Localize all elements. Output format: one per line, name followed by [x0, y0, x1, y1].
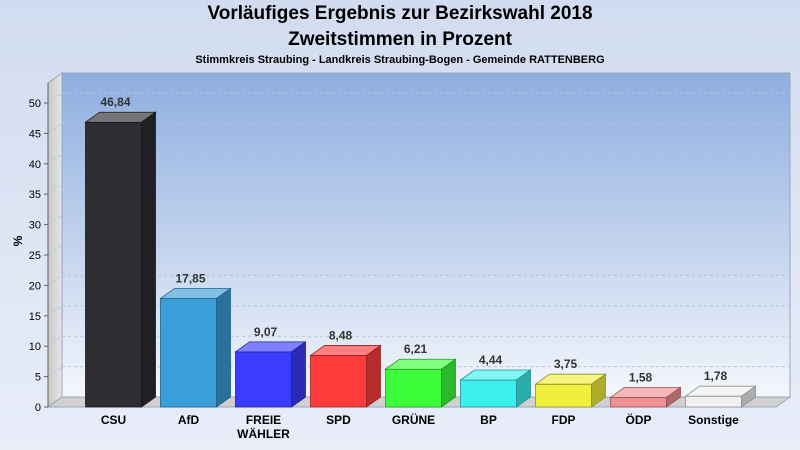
grid-line-side — [47, 122, 63, 134]
x-tick-label: FDP — [552, 413, 576, 427]
plot-side-wall — [47, 72, 63, 408]
grid-line-side — [47, 214, 63, 226]
x-tick-label: AfD — [178, 413, 200, 427]
bar-side — [141, 111, 156, 408]
x-tick-label: WÄHLER — [237, 426, 290, 441]
bar-side — [741, 385, 756, 408]
chart-title-line2: Zweitstimmen in Prozent — [288, 29, 512, 50]
x-tick-label: GRÜNE — [392, 412, 435, 427]
y-tick-label: 25 — [29, 250, 41, 262]
bar — [84, 111, 157, 408]
y-tick-label: 10 — [29, 341, 41, 353]
bar-side — [216, 287, 231, 408]
bar-front — [310, 355, 367, 408]
grid-line-side — [47, 92, 63, 104]
y-axis: 0 5 10 15 20 25 30 35 40 45 50% — [11, 83, 49, 414]
bar — [234, 341, 307, 408]
bar-side — [666, 386, 681, 408]
x-tick-label: Sonstige — [688, 413, 739, 427]
x-tick-label: ÖDP — [625, 412, 651, 427]
grid-line-side — [47, 274, 63, 286]
x-tick-label: SPD — [326, 413, 351, 427]
y-axis-label: % — [11, 235, 25, 246]
x-tick-label: FREIE — [246, 413, 281, 427]
bar-value-label: 8,48 — [329, 328, 353, 342]
bar-side — [291, 341, 306, 408]
bar-value-label: 46,84 — [100, 95, 130, 109]
y-tick-label: 30 — [29, 220, 41, 232]
x-tick-label: CSU — [101, 413, 126, 427]
grid-line-side — [47, 305, 63, 317]
bar — [609, 386, 682, 408]
y-tick-label: 35 — [29, 189, 41, 201]
bar-side — [366, 344, 381, 408]
grid-line-side — [47, 244, 63, 256]
bar-side — [441, 358, 456, 408]
y-tick-label: 5 — [35, 372, 41, 384]
chart-subtitle: Stimmkreis Straubing - Landkreis Straubi… — [195, 54, 605, 66]
y-tick-label: 50 — [29, 98, 41, 110]
bar-value-label: 1,58 — [629, 370, 653, 384]
bar-front — [610, 396, 667, 408]
grid-line-side — [47, 335, 63, 347]
bar-value-label: 6,21 — [404, 342, 428, 356]
bar-value-label: 9,07 — [254, 325, 278, 339]
grid-line-side — [47, 366, 63, 378]
bar-side — [516, 369, 531, 408]
bar-front — [235, 351, 292, 408]
chart-title-line1: Vorläufiges Ergebnis zur Bezirkswahl 201… — [207, 3, 593, 24]
y-tick-label: 20 — [29, 280, 41, 292]
bar-value-label: 3,75 — [554, 357, 578, 371]
y-tick-label: 45 — [29, 128, 41, 140]
bar-front — [685, 395, 742, 408]
bar — [384, 358, 457, 408]
bar-front — [535, 383, 592, 408]
bar — [309, 344, 382, 408]
bar — [159, 287, 232, 408]
bar — [534, 373, 607, 408]
bar-value-label: 1,78 — [704, 369, 728, 383]
bar-front — [385, 368, 442, 408]
bar-front — [460, 379, 517, 408]
bar — [684, 385, 757, 408]
bar — [459, 369, 532, 408]
bar-side — [591, 373, 606, 408]
bar-front — [160, 298, 217, 408]
y-tick-label: 40 — [29, 159, 41, 171]
bar-front — [85, 121, 142, 408]
bars: 46,84 17,85 9,07 8,48 6,21 4,44 3,75 1,58 1,78 — [84, 95, 757, 408]
y-tick-label: 0 — [35, 402, 41, 414]
bar-value-label: 4,44 — [479, 353, 503, 367]
x-tick-label: BP — [480, 413, 497, 427]
y-tick-label: 15 — [29, 311, 41, 323]
bar-value-label: 17,85 — [175, 271, 205, 285]
grid-line-side — [47, 153, 63, 165]
grid-line-side — [47, 183, 63, 195]
